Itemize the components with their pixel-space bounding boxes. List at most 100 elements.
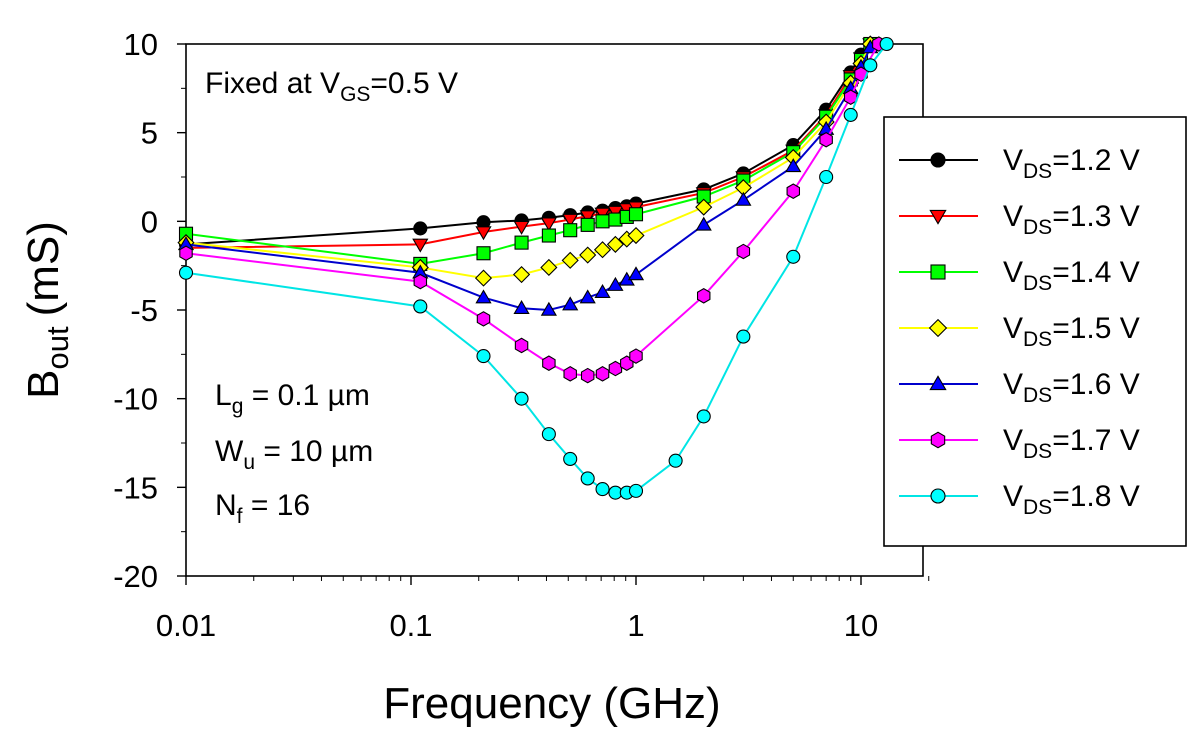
data-point (562, 296, 579, 311)
data-point (785, 158, 802, 173)
legend-entry-5: VDS=1.6 V (899, 368, 1140, 407)
data-point (594, 284, 611, 299)
legend-entry-4: VDS=1.5 V (899, 312, 1140, 351)
legend-entry-1: VDS=1.2 V (899, 144, 1140, 183)
data-point (595, 366, 610, 382)
legend-entry-6: VDS=1.7 V (899, 424, 1140, 463)
annotation-wu: Wu = 10 µm (215, 435, 373, 474)
data-point (563, 366, 577, 382)
series-line (185, 43, 888, 494)
data-point (475, 289, 492, 304)
legend-label: VDS=1.3 V (1003, 200, 1140, 239)
y-axis-ticks: -20 -15 -10 -5 0 5 10 (113, 27, 186, 594)
data-point (541, 228, 556, 243)
legend-label: VDS=1.7 V (1003, 424, 1140, 463)
data-point (786, 183, 801, 199)
data-point (629, 348, 643, 364)
data-point (474, 269, 493, 287)
legend-label: VDS=1.5 V (1003, 312, 1140, 351)
data-point (563, 223, 578, 238)
data-point (786, 249, 801, 264)
legend-marker (930, 488, 946, 504)
annotation-lg: Lg = 0.1 µm (215, 379, 370, 418)
data-point (628, 483, 644, 498)
data-point (540, 217, 557, 232)
data-point (580, 471, 595, 486)
data-point (628, 207, 644, 222)
data-point (512, 265, 531, 284)
legend-marker (929, 375, 947, 391)
data-point (627, 226, 645, 245)
y-axis-title: Bout(mS) (19, 221, 75, 399)
data-point (668, 453, 683, 468)
y-tick-label: 10 (124, 27, 158, 62)
data-point (513, 220, 530, 235)
data-point (476, 349, 491, 364)
y-tick-label: -20 (113, 559, 158, 594)
data-point (593, 241, 612, 259)
legend-entry-2: VDS=1.3 V (899, 200, 1140, 239)
y-tick-label: -5 (130, 293, 158, 328)
data-point (819, 169, 834, 185)
data-point (595, 482, 610, 497)
data-point (579, 246, 597, 264)
data-point (413, 273, 428, 290)
data-point (627, 266, 645, 281)
series-7 (178, 36, 894, 500)
data-point (606, 235, 624, 253)
series-layer (177, 35, 894, 500)
data-point (580, 217, 595, 232)
x-axis-title: Frequency (GHz) (383, 679, 720, 728)
legend-entries: VDS=1.2 V VDS=1.3 V VDS=1.4 V VDS=1.5 V VDS=… (899, 144, 1140, 519)
data-point (595, 214, 610, 229)
data-point (695, 216, 712, 231)
y-tick-label: 0 (141, 204, 158, 239)
data-point (819, 131, 833, 148)
data-point (863, 58, 878, 73)
series-4 (177, 35, 879, 287)
data-point (514, 337, 529, 354)
annotation-fixed-vgs: Fixed at VGS=0.5 V (205, 67, 458, 106)
legend-entry-3: VDS=1.4 V (899, 256, 1140, 295)
data-point (514, 235, 529, 250)
x-tick-label: 0.01 (156, 608, 216, 643)
y-tick-label: 5 (141, 116, 158, 151)
legend-label: VDS=1.2 V (1003, 144, 1140, 183)
data-point (736, 329, 751, 344)
y-tick-label: -10 (113, 382, 158, 417)
series-6 (179, 36, 886, 384)
data-point (843, 107, 858, 122)
data-point (696, 288, 711, 304)
data-point (695, 198, 713, 216)
data-point (540, 258, 558, 277)
data-point (843, 89, 858, 105)
data-point (179, 245, 193, 262)
data-point (542, 355, 556, 371)
data-point (413, 299, 428, 314)
x-axis-ticks: 0.01 0.1 1 10 (156, 576, 930, 643)
data-point (513, 299, 530, 314)
legend-marker (930, 152, 946, 168)
data-point (696, 409, 711, 424)
data-point (514, 391, 529, 406)
legend-label: VDS=1.6 V (1003, 368, 1140, 407)
annotation-nf: Nf = 16 (215, 489, 310, 528)
legend: VDS=1.2 V VDS=1.3 V VDS=1.4 V VDS=1.5 V VDS=… (883, 116, 1187, 547)
data-point (476, 246, 491, 261)
data-point (540, 301, 557, 316)
data-point (579, 289, 596, 304)
legend-label: VDS=1.8 V (1003, 480, 1140, 519)
data-point (561, 251, 579, 269)
data-point (879, 36, 894, 52)
data-point (476, 311, 491, 327)
data-point (736, 243, 751, 260)
legend-entry-7: VDS=1.8 V (899, 480, 1140, 519)
data-point (475, 226, 492, 241)
data-point (562, 213, 579, 228)
data-point (412, 238, 429, 253)
data-point (579, 210, 596, 225)
data-point (608, 360, 623, 377)
x-tick-label: 1 (627, 608, 644, 643)
x-tick-label: 10 (844, 608, 878, 643)
